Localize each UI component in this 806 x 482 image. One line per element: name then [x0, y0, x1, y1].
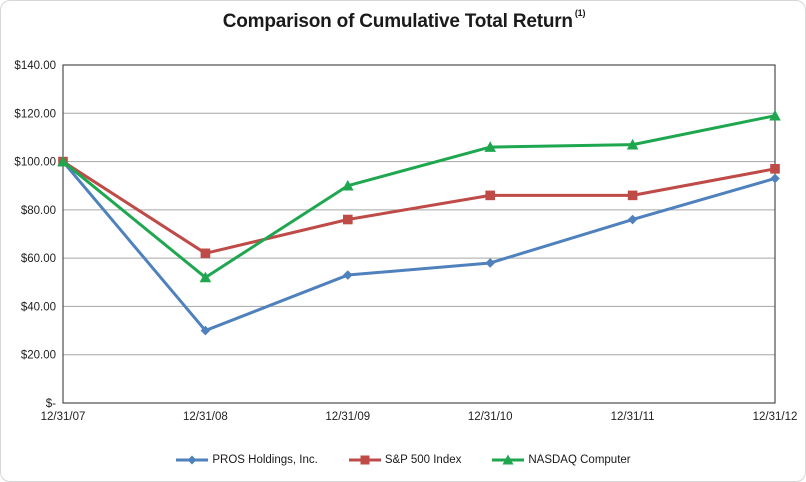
chart-legend: PROS Holdings, Inc. S&P 500 Index NASDAQ C…: [1, 453, 805, 467]
x-axis-tick-label: 12/31/11: [611, 411, 655, 423]
legend-marker: [187, 455, 197, 465]
y-axis-tick-label: $120.00: [14, 108, 56, 120]
series-marker: [57, 155, 69, 167]
triangle-marker-icon: [492, 454, 525, 465]
series-marker: [343, 214, 353, 225]
series-line: [61, 160, 777, 255]
series-marker: [484, 141, 496, 152]
x-axis-tick-label: 12/31/07: [41, 411, 86, 423]
series-marker: [770, 173, 780, 184]
y-axis-tick-label: $-: [46, 398, 56, 410]
y-axis-tick-label: $40.00: [21, 301, 56, 313]
series-marker: [200, 325, 211, 336]
legend-marker: [502, 454, 514, 465]
y-axis-tick-label: $20.00: [21, 350, 56, 362]
chart-title: Comparison of Cumulative Total Return (1): [1, 7, 805, 33]
square-marker-icon: [348, 455, 381, 465]
diamond-marker-icon: [176, 455, 209, 465]
legend-item: NASDAQ Computer: [491, 453, 631, 467]
series-marker: [485, 258, 495, 268]
series-marker: [626, 138, 639, 150]
chart-title-text: Comparison of Cumulative Total Return: [222, 11, 573, 32]
x-axis-tick-label: 12/31/10: [468, 411, 513, 423]
y-axis-tick-label: $100.00: [14, 157, 56, 169]
x-axis-tick-label: 12/31/12: [753, 411, 798, 423]
legend-label: NASDAQ Computer: [528, 454, 631, 466]
y-axis-tick-label: $80.00: [21, 205, 56, 217]
series-marker: [342, 179, 354, 191]
series-marker: [199, 271, 212, 283]
series-marker: [200, 248, 211, 259]
legend-marker: [360, 455, 370, 465]
x-axis-tick-label: 12/31/09: [325, 411, 370, 423]
series-line: [61, 160, 777, 333]
legend-item: PROS Holdings, Inc.: [175, 453, 318, 467]
legend-label: S&P 500 Index: [384, 454, 462, 466]
series-marker: [770, 164, 780, 174]
plot-border: [62, 64, 776, 404]
series-marker: [485, 190, 495, 201]
chart-title-footnote-marker: (1): [574, 7, 586, 18]
series-line: [61, 114, 777, 279]
y-axis-tick-label: $60.00: [21, 253, 56, 265]
legend-label: PROS Holdings, Inc.: [212, 454, 318, 466]
legend-item: S&P 500 Index: [348, 453, 462, 467]
series-marker: [627, 190, 638, 201]
series-marker: [627, 214, 638, 225]
x-axis-tick-label: 12/31/08: [183, 411, 228, 423]
y-axis-tick-label: $140.00: [14, 60, 56, 72]
series-marker: [769, 109, 781, 121]
series-marker: [343, 270, 353, 280]
